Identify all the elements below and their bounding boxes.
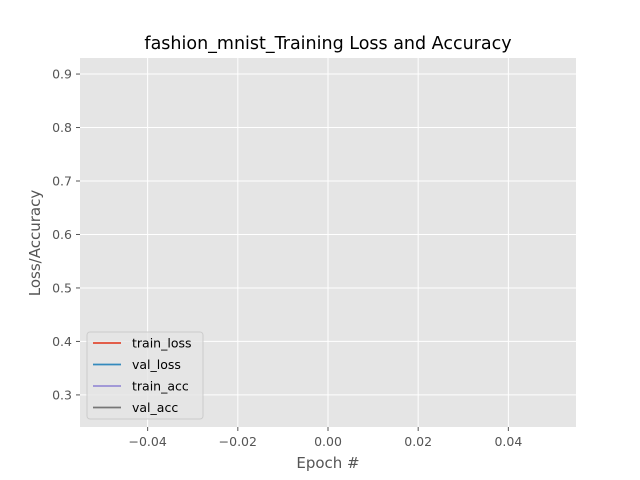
x-axis-label: Epoch # — [296, 454, 359, 472]
legend-label: train_loss — [132, 336, 192, 351]
y-tick-label: 0.6 — [52, 227, 72, 242]
y-tick-label: 0.8 — [52, 120, 72, 135]
y-tick-label: 0.3 — [52, 387, 72, 402]
chart-title: fashion_mnist_Training Loss and Accuracy — [144, 34, 511, 54]
x-tick-label: 0.02 — [404, 434, 432, 449]
legend-label: val_loss — [132, 357, 181, 372]
y-tick-label: 0.5 — [52, 280, 72, 295]
x-tick-label: 0.00 — [314, 434, 342, 449]
y-axis-label: Loss/Accuracy — [26, 190, 44, 297]
legend: train_loss val_loss train_acc val_acc — [86, 331, 204, 420]
x-tick-label: 0.04 — [494, 434, 522, 449]
grid — [80, 58, 576, 427]
y-tick-label: 0.4 — [52, 334, 72, 349]
legend-box — [86, 331, 204, 420]
y-tick-label: 0.7 — [52, 174, 72, 189]
legend-label: val_acc — [132, 400, 178, 415]
x-ticks: −0.04 −0.02 0.00 0.02 0.04 — [128, 427, 522, 449]
x-tick-label: −0.02 — [219, 434, 257, 449]
y-ticks: 0.3 0.4 0.5 0.6 0.7 0.8 0.9 — [52, 67, 80, 402]
y-tick-label: 0.9 — [52, 67, 72, 82]
legend-label: train_acc — [132, 379, 189, 394]
x-tick-label: −0.04 — [128, 434, 166, 449]
